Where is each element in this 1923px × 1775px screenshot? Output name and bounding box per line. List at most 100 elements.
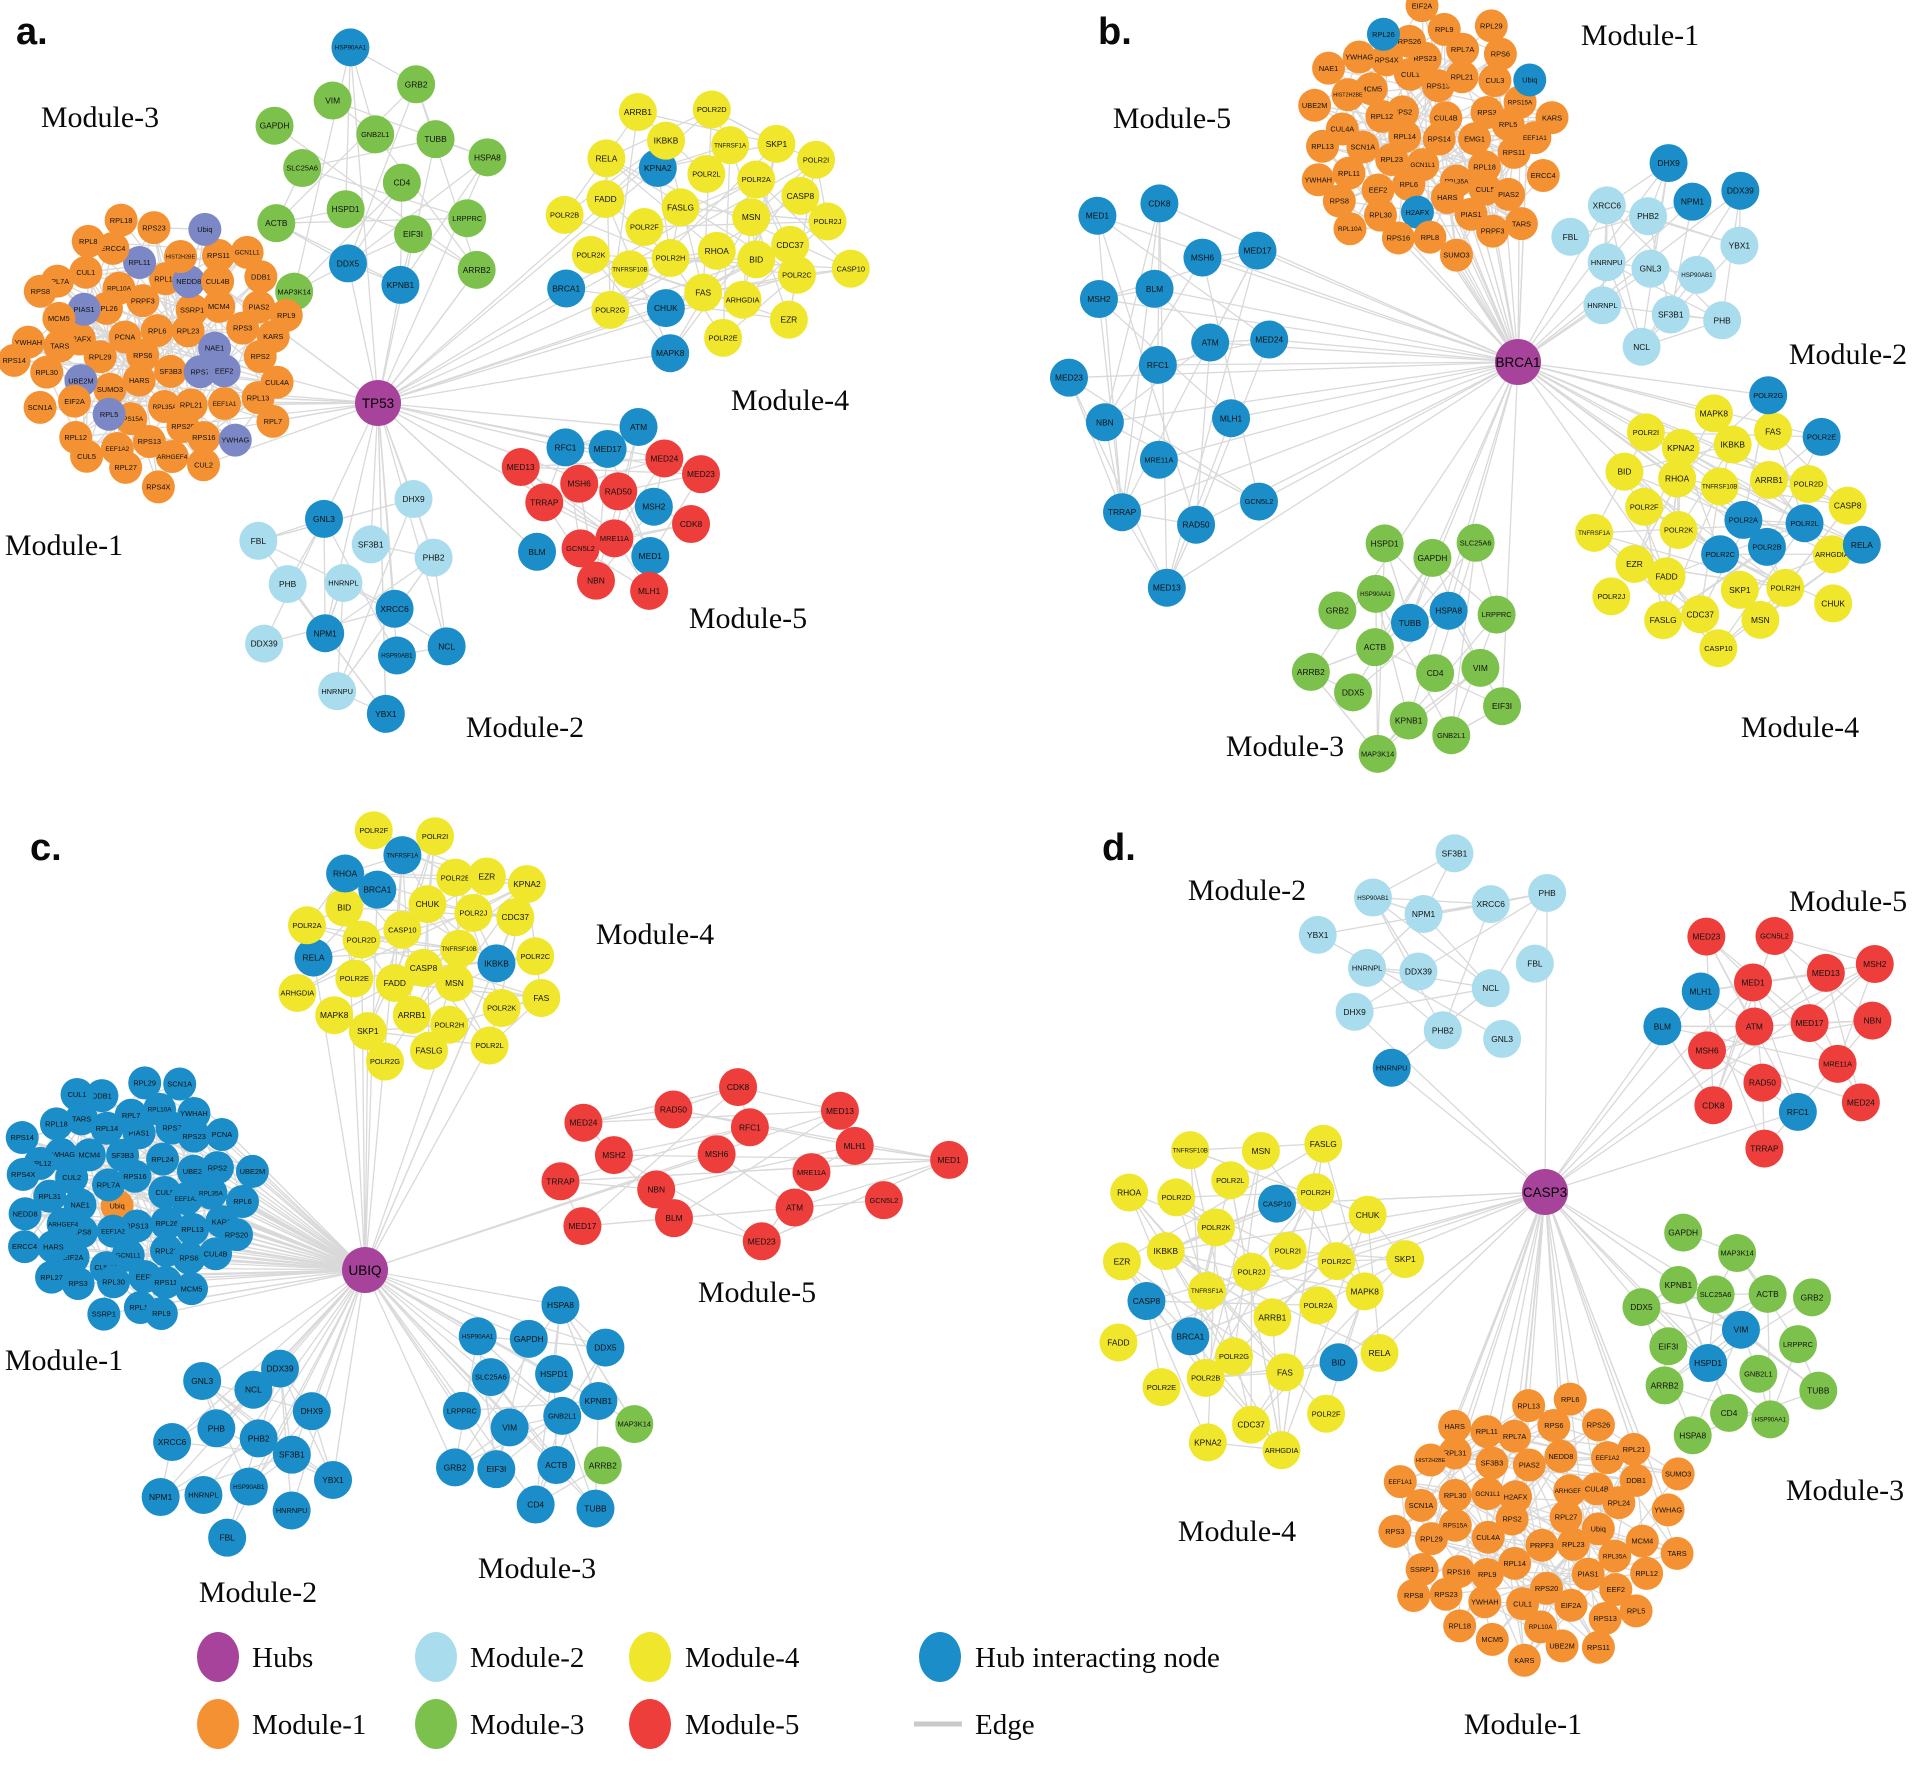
module-node-circle[interactable] [394, 215, 433, 254]
hub-interacting-node-circle[interactable] [1643, 1007, 1682, 1046]
node-vim[interactable]: VIM [490, 1408, 529, 1447]
hub-interacting-node-circle[interactable] [1400, 195, 1434, 229]
node-ybx1[interactable]: YBX1 [366, 694, 405, 733]
node-polr2k[interactable]: POLR2K [571, 235, 610, 274]
hub-interacting-node-circle[interactable] [72, 1138, 106, 1172]
module-node-circle[interactable] [351, 525, 390, 564]
module-node-circle[interactable] [1755, 917, 1794, 956]
hub-interacting-node-circle[interactable] [537, 1446, 576, 1485]
node-atm[interactable]: ATM [1191, 323, 1230, 362]
module-node-circle[interactable] [1512, 1389, 1546, 1423]
node-vim[interactable]: VIM [1461, 648, 1500, 687]
hub-interacting-node-circle[interactable] [96, 1214, 130, 1248]
module-node-circle[interactable] [1110, 1173, 1149, 1212]
node-rela[interactable]: RELA [294, 938, 333, 977]
hub-interacting-node-circle[interactable] [260, 1349, 299, 1388]
hub-interacting-node-circle[interactable] [235, 1154, 269, 1188]
node-hspa8[interactable]: HSPA8 [541, 1286, 580, 1325]
node-rpl5[interactable]: RPL5 [92, 397, 126, 431]
node-polr2g[interactable]: POLR2G [1749, 376, 1788, 415]
module-node-circle[interactable] [1745, 1129, 1784, 1168]
module-node-circle[interactable] [1332, 156, 1366, 190]
node-rps8[interactable]: RPS8 [1397, 1579, 1431, 1613]
module-node-circle[interactable] [1512, 1448, 1546, 1482]
module-node-circle[interactable] [1361, 173, 1395, 207]
node-hnrnpl[interactable]: HNRNPL [1583, 286, 1622, 325]
node-hspd1[interactable]: HSPD1 [535, 1355, 574, 1394]
module-node-circle[interactable] [1458, 122, 1492, 156]
node-msn[interactable]: MSN [732, 198, 771, 237]
module-node-circle[interactable] [1306, 129, 1340, 163]
node-rpl18[interactable]: RPL18 [39, 1107, 73, 1141]
module-node-circle[interactable] [1625, 487, 1664, 526]
node-rps8[interactable]: RPS8 [23, 274, 57, 308]
node-mcm5[interactable]: MCM5 [1475, 1622, 1509, 1656]
hub-interacting-node-circle[interactable] [366, 694, 405, 733]
module-node-circle[interactable] [122, 363, 156, 397]
node-fas[interactable]: FAS [522, 978, 561, 1017]
module-node-circle[interactable] [1622, 327, 1661, 366]
module-node-circle[interactable] [1681, 595, 1720, 634]
node-msn[interactable]: MSN [1241, 1131, 1280, 1170]
module-node-circle[interactable] [1617, 1432, 1651, 1466]
hub-interacting-node-circle[interactable] [163, 1067, 197, 1101]
node-phb2[interactable]: PHB2 [1629, 197, 1668, 236]
module-node-circle[interactable] [354, 811, 393, 850]
hub-interacting-node-circle[interactable] [375, 589, 414, 628]
node-rad50[interactable]: RAD50 [1743, 1063, 1782, 1102]
hub-interacting-node-circle[interactable] [304, 499, 343, 538]
node-rela[interactable]: RELA [587, 139, 626, 178]
node-polr2d[interactable]: POLR2D [342, 920, 381, 959]
node-phb2[interactable]: PHB2 [239, 1419, 278, 1458]
module-node-circle[interactable] [1700, 467, 1739, 506]
node-msh6[interactable]: MSH6 [1688, 1031, 1727, 1070]
module-node-circle[interactable] [409, 1031, 448, 1070]
module-node-circle[interactable] [732, 198, 771, 237]
module-node-circle[interactable] [1549, 1500, 1583, 1534]
node-fbl[interactable]: FBL [208, 1518, 247, 1557]
node-arhgef4[interactable]: ARHGEF4 [155, 440, 189, 474]
module-node-circle[interactable] [1694, 1086, 1733, 1125]
module-node-circle[interactable] [711, 126, 750, 165]
module-node-circle[interactable] [1333, 212, 1367, 246]
node-polr2e[interactable]: POLR2E [335, 959, 374, 998]
module-node-circle[interactable] [392, 995, 431, 1034]
module-node-circle[interactable] [1598, 1539, 1632, 1573]
module-node-circle[interactable] [1397, 1579, 1431, 1613]
module-node-circle[interactable] [1619, 1594, 1653, 1628]
hub-interacting-node-circle[interactable] [61, 1266, 95, 1300]
module-node-circle[interactable] [140, 314, 174, 348]
node-ncl[interactable]: NCL [427, 627, 466, 666]
node-blm[interactable]: BLM [1135, 269, 1174, 308]
module-node-circle[interactable] [615, 1405, 654, 1444]
module-node-circle[interactable] [256, 404, 290, 438]
node-arrb2[interactable]: ARRB2 [1291, 652, 1330, 691]
hub-interacting-node-circle[interactable] [143, 1092, 177, 1126]
module-node-circle[interactable] [202, 289, 236, 323]
hub-interacting-node-circle[interactable] [631, 537, 670, 576]
module-node-circle[interactable] [43, 329, 77, 363]
module-node-circle[interactable] [757, 124, 796, 163]
module-node-circle[interactable] [394, 480, 433, 519]
hub-interacting-node-circle[interactable] [1842, 525, 1881, 564]
module-node-circle[interactable] [1622, 1288, 1661, 1327]
hub-interacting-node-circle[interactable] [114, 1098, 148, 1132]
node-rpl18[interactable]: RPL18 [1443, 1609, 1477, 1643]
node-cdc37[interactable]: CDC37 [1232, 1405, 1271, 1444]
node-nbn[interactable]: NBN [1085, 403, 1124, 442]
module-node-circle[interactable] [797, 140, 836, 179]
module-node-circle[interactable] [1735, 1007, 1774, 1046]
node-fbl[interactable]: FBL [1551, 217, 1590, 256]
hub-interacting-node-circle[interactable] [8, 1197, 42, 1231]
node-ube2m[interactable]: UBE2M [1298, 88, 1332, 122]
module-node-circle[interactable] [1499, 1480, 1533, 1514]
module-node-circle[interactable] [730, 1108, 769, 1147]
module-node-circle[interactable] [1241, 1131, 1280, 1170]
node-polr2j[interactable]: POLR2J [808, 202, 847, 241]
node-polr2f[interactable]: POLR2F [354, 811, 393, 850]
module-node-circle[interactable] [1530, 1571, 1564, 1605]
module-node-circle[interactable] [1186, 1358, 1225, 1397]
module-node-circle[interactable] [1438, 1478, 1472, 1512]
node-rpl26[interactable]: RPL26 [1366, 17, 1400, 51]
hub-interacting-node-circle[interactable] [1049, 358, 1088, 397]
